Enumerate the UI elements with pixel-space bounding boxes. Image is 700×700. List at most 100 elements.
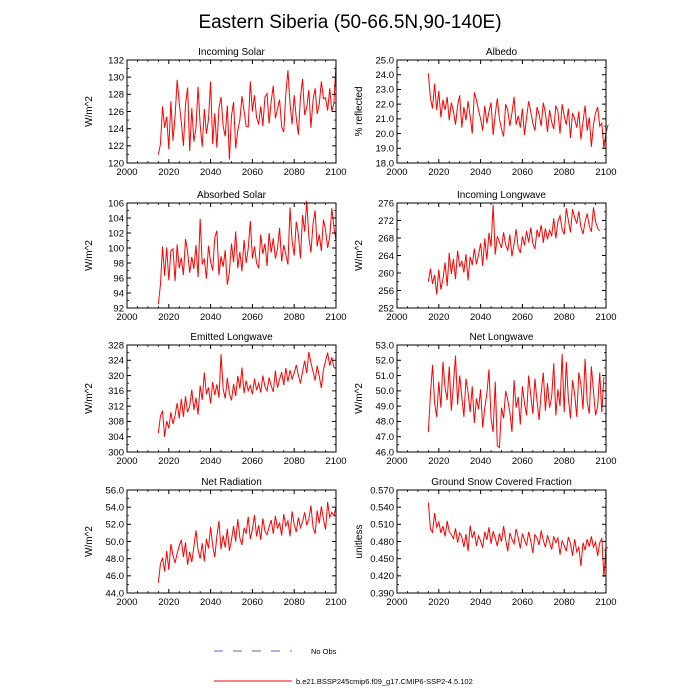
y-tick-label: 102 [108, 228, 124, 239]
x-tick-label: 2040 [470, 597, 491, 608]
x-tick-label: 2080 [284, 312, 305, 323]
y-tick-label: 44.0 [106, 588, 125, 599]
y-tick-label: 56.0 [106, 485, 125, 496]
x-tick-label: 2080 [284, 456, 305, 467]
data-line [157, 64, 337, 160]
x-tick-label: 2100 [595, 312, 616, 323]
chart-panel-4: 2000 2020 2040 2060 2080 2100 252 256 260 264 268 2… [354, 190, 617, 323]
x-tick-label: 2080 [284, 597, 305, 608]
x-tick-label: 2040 [200, 456, 221, 467]
data-line [157, 200, 337, 305]
x-tick-label: 2100 [595, 167, 616, 178]
y-tick-label: 0.390 [370, 588, 394, 599]
x-tick-label: 2000 [386, 167, 407, 178]
y-tick-label: 19.0 [376, 144, 395, 155]
y-tick-label: 0.480 [370, 537, 394, 548]
y-tick-label: 276 [378, 198, 394, 209]
y-tick-label: 308 [108, 417, 124, 428]
y-tick-label: 324 [108, 356, 124, 367]
y-tick-label: 46.0 [376, 447, 395, 458]
y-tick-label: 320 [108, 371, 124, 382]
x-tick-label: 2020 [428, 456, 449, 467]
x-tick-label: 2020 [158, 312, 179, 323]
y-tick-label: 128 [108, 90, 124, 101]
y-tick-label: 48.0 [376, 417, 395, 428]
data-line [157, 351, 335, 437]
legend: No Obs b.e21.BSSP245cmip6.f09_g17.CMIP6-… [214, 647, 473, 686]
chart-title: Net Longwave [470, 332, 534, 343]
y-tick-label: 0.570 [370, 485, 394, 496]
chart-title: Net Radiation [201, 477, 262, 488]
y-tick-label: 122 [108, 141, 124, 152]
y-axis-label: W/m^2 [84, 526, 95, 557]
y-axis-label: % reflected [354, 86, 365, 136]
y-tick-label: 47.0 [376, 432, 395, 443]
x-tick-label: 2060 [512, 167, 533, 178]
y-tick-label: 100 [108, 243, 124, 254]
x-tick-label: 2020 [428, 167, 449, 178]
x-tick-label: 2060 [512, 456, 533, 467]
y-tick-label: 252 [378, 303, 394, 314]
y-tick-label: 260 [378, 268, 394, 279]
x-tick-label: 2000 [386, 456, 407, 467]
x-tick-label: 2020 [158, 456, 179, 467]
x-tick-label: 2000 [116, 456, 137, 467]
x-tick-label: 2080 [554, 167, 575, 178]
y-tick-label: 272 [378, 216, 394, 227]
y-tick-label: 94 [113, 288, 124, 299]
chart-panel-5: 2000 2020 2040 2060 2080 2100 300 304 308 312 316 3… [84, 332, 347, 467]
x-tick-label: 2000 [116, 167, 137, 178]
x-tick-label: 2100 [595, 597, 616, 608]
y-tick-label: 23.0 [376, 85, 395, 96]
y-tick-label: 52.0 [376, 356, 395, 367]
x-tick-label: 2000 [116, 597, 137, 608]
y-tick-label: 52.0 [106, 520, 125, 531]
x-tick-label: 2100 [325, 312, 346, 323]
legend-obs-label: No Obs [311, 647, 337, 656]
chart-panel-6: 2000 2020 2040 2060 2080 2100 46.0 47.0 48.0 49.0… [354, 332, 617, 467]
y-axis-label: W/m^2 [354, 383, 365, 414]
x-tick-label: 2080 [284, 167, 305, 178]
y-axis-label: W/m^2 [354, 240, 365, 271]
y-tick-label: 48.0 [106, 554, 125, 565]
y-tick-label: 312 [108, 401, 124, 412]
y-tick-label: 18.0 [376, 158, 395, 169]
x-tick-label: 2020 [158, 597, 179, 608]
y-tick-label: 22.0 [376, 99, 395, 110]
data-line [427, 73, 609, 149]
y-tick-label: 106 [108, 198, 124, 209]
y-tick-label: 124 [108, 124, 124, 135]
y-tick-label: 0.420 [370, 571, 394, 582]
x-tick-label: 2080 [554, 597, 575, 608]
x-tick-label: 2060 [242, 597, 263, 608]
chart-panel-3: 2000 2020 2040 2060 2080 2100 92 94 96 98 100 102 10… [84, 190, 347, 323]
chart-title: Absorbed Solar [197, 190, 267, 201]
y-tick-label: 51.0 [376, 371, 395, 382]
y-tick-label: 268 [378, 233, 394, 244]
y-tick-label: 24.0 [376, 70, 395, 81]
chart-panel-7: 2000 2020 2040 2060 2080 2100 44.0 46.0 48.0 50.0… [84, 477, 347, 608]
y-axis-label: unitless [354, 525, 365, 559]
y-tick-label: 0.450 [370, 554, 394, 565]
y-tick-label: 49.0 [376, 401, 395, 412]
x-tick-label: 2000 [386, 312, 407, 323]
x-tick-label: 2040 [200, 312, 221, 323]
y-tick-label: 104 [108, 213, 124, 224]
y-tick-label: 50.0 [106, 537, 125, 548]
data-line [427, 354, 605, 449]
legend-model-label: b.e21.BSSP245cmip6.f09_g17.CMIP6-SSP2-4.… [296, 677, 473, 686]
y-tick-label: 328 [108, 340, 124, 351]
x-tick-label: 2100 [325, 456, 346, 467]
x-tick-label: 2020 [428, 597, 449, 608]
x-tick-label: 2000 [386, 597, 407, 608]
y-tick-label: 46.0 [106, 571, 125, 582]
y-tick-label: 25.0 [376, 55, 395, 66]
page-title: Eastern Siberia (50-66.5N,90-140E) [198, 12, 501, 33]
y-tick-label: 53.0 [376, 340, 395, 351]
y-tick-label: 0.540 [370, 502, 394, 513]
y-axis-label: W/m^2 [84, 383, 95, 414]
chart-panel-2: 2000 2020 2040 2060 2080 2100 18.0 19.0 20.0 21.0… [354, 47, 617, 178]
data-line [427, 204, 601, 295]
plot-frame [126, 202, 337, 309]
